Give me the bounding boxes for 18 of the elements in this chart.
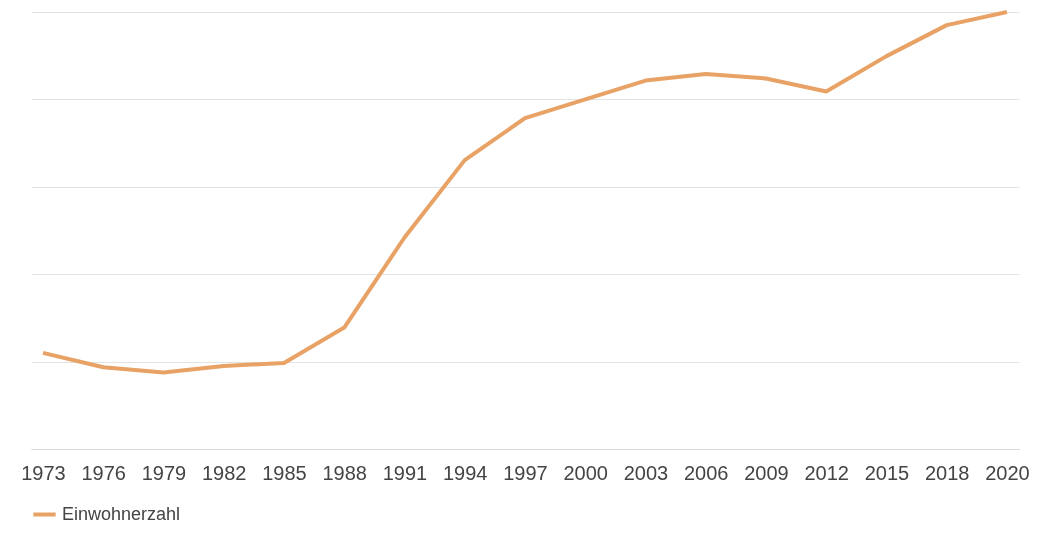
x-tick-label: 2020 <box>985 461 1030 484</box>
x-tick-label: 2012 <box>804 461 849 484</box>
x-tick-label: 1979 <box>141 461 187 484</box>
x-tick-label: 1997 <box>503 461 548 484</box>
x-tick-label: 2003 <box>623 461 669 484</box>
x-tick-label: 2018 <box>925 461 970 484</box>
x-tick-label: 2006 <box>684 461 729 484</box>
x-tick-label: 2015 <box>864 461 910 484</box>
x-tick-label: 1988 <box>322 461 367 484</box>
legend-label: Einwohnerzahl <box>62 503 181 524</box>
x-tick-label: 2009 <box>744 461 789 484</box>
x-tick-label: 1982 <box>202 461 247 484</box>
x-tick-label: 1994 <box>443 461 488 484</box>
x-tick-label: 1973 <box>21 461 66 484</box>
x-tick-label: 2000 <box>563 461 608 484</box>
x-tick-label: 1976 <box>81 461 126 484</box>
x-tick-label: 1985 <box>262 461 307 484</box>
x-tick-label: 1991 <box>382 461 428 484</box>
